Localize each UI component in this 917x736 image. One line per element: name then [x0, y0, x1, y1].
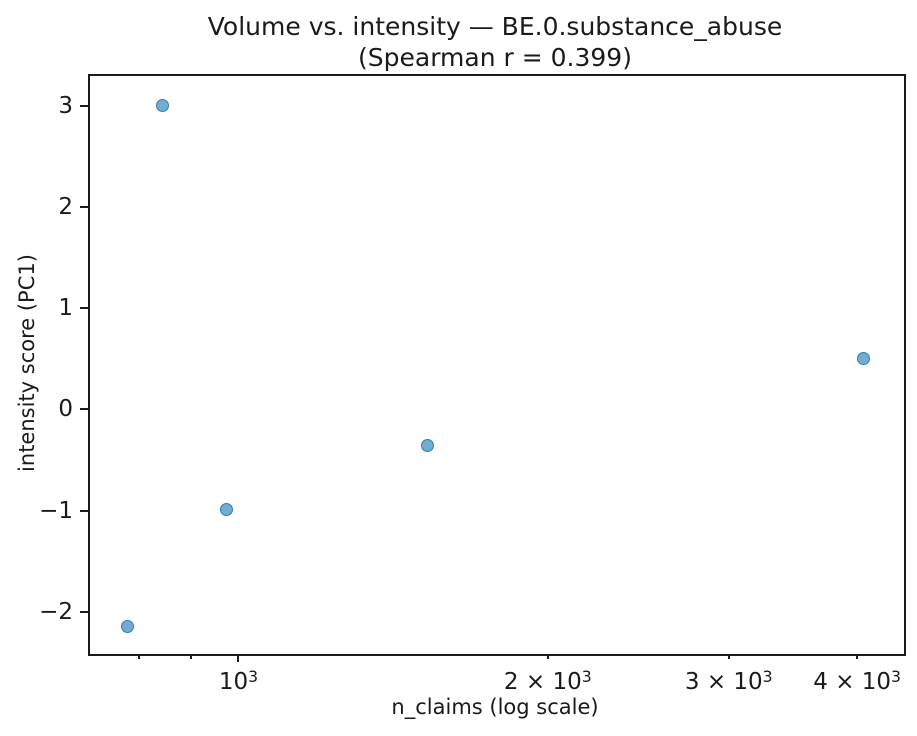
- data-point: [220, 503, 234, 517]
- tick-exponent: 3: [581, 667, 592, 686]
- y-tick-label: 0: [58, 396, 73, 423]
- data-point: [857, 352, 871, 366]
- data-point: [120, 620, 134, 634]
- x-axis-label: n_claims (log scale): [391, 695, 599, 719]
- y-tick-label: 1: [58, 295, 73, 322]
- x-minor-tick: [856, 654, 859, 659]
- chart-title-line1: Volume vs. intensity — BE.0.substance_ab…: [207, 12, 783, 41]
- y-tick: [80, 509, 88, 512]
- x-major-tick: [237, 654, 240, 662]
- x-tick-label: 2 × 103: [503, 667, 592, 695]
- plot-area: [88, 74, 906, 656]
- x-tick-label: 3 × 103: [684, 667, 773, 695]
- tick-exponent: 3: [891, 667, 901, 686]
- y-tick: [80, 610, 88, 613]
- chart-title-line2: (Spearman r = 0.399): [358, 43, 632, 72]
- y-tick-label: 3: [58, 93, 73, 120]
- x-tick-label: 4 × 103: [813, 667, 901, 695]
- y-tick: [80, 206, 88, 209]
- chart-title: Volume vs. intensity — BE.0.substance_ab…: [88, 11, 902, 73]
- y-axis-label: intensity score (PC1): [15, 254, 39, 472]
- x-minor-tick: [137, 654, 140, 659]
- x-minor-tick: [727, 654, 730, 659]
- tick-exponent: 3: [248, 667, 259, 686]
- x-minor-tick: [190, 654, 193, 659]
- data-point: [420, 439, 434, 453]
- y-tick: [80, 408, 88, 411]
- data-point: [156, 98, 170, 112]
- y-tick: [80, 307, 88, 310]
- x-tick-label: 103: [218, 667, 259, 695]
- tick-exponent: 3: [762, 667, 773, 686]
- y-tick-label: −1: [39, 497, 73, 524]
- y-tick-label: 2: [58, 194, 73, 221]
- x-minor-tick: [546, 654, 549, 659]
- y-tick-label: −2: [39, 598, 73, 625]
- y-tick: [80, 105, 88, 108]
